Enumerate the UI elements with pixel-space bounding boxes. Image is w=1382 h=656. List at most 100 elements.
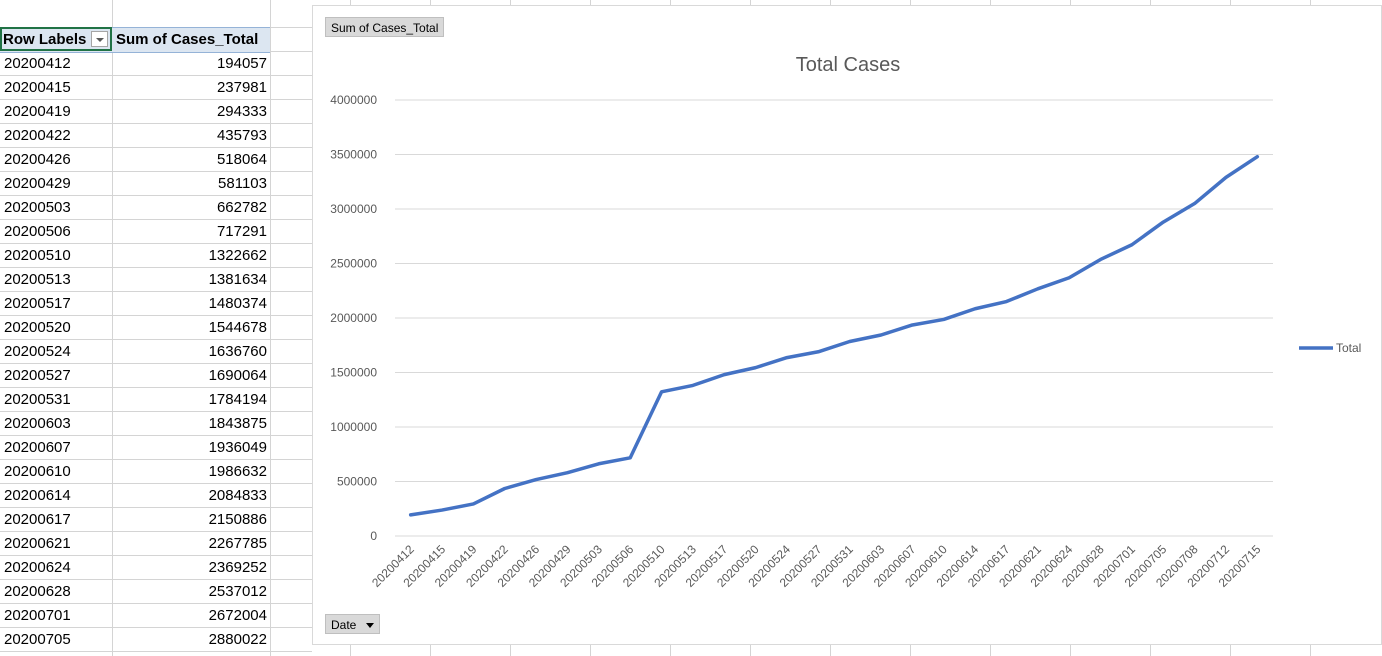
- table-row[interactable]: 20200412 194057: [0, 51, 270, 75]
- row-value-cell[interactable]: 518064: [216, 151, 267, 168]
- row-value-cell[interactable]: 1544678: [208, 319, 267, 336]
- row-date-cell[interactable]: 20200415: [4, 79, 71, 96]
- row-date-cell[interactable]: 20200527: [4, 367, 71, 384]
- data-point: [535, 479, 537, 481]
- data-point: [849, 341, 851, 343]
- row-value-cell[interactable]: 1843875: [208, 415, 267, 432]
- row-value-cell[interactable]: 1480374: [208, 295, 267, 312]
- row-value-cell[interactable]: 2150886: [208, 511, 267, 528]
- row-date-cell[interactable]: 20200503: [4, 199, 71, 216]
- row-value-cell[interactable]: 1690064: [208, 367, 267, 384]
- data-point: [1256, 156, 1258, 158]
- line-plot: 0 500000 1000000 1500000 2000000 2500000 30000…: [330, 93, 1361, 590]
- table-row[interactable]: 20200614 2084833: [0, 483, 270, 507]
- row-labels-filter-button[interactable]: [91, 31, 108, 47]
- row-date-cell[interactable]: 20200422: [4, 127, 71, 144]
- table-row[interactable]: 20200617 2150886: [0, 507, 270, 531]
- table-row[interactable]: 20200517 1480374: [0, 291, 270, 315]
- row-value-cell[interactable]: 2880022: [208, 631, 267, 648]
- table-row[interactable]: 20200506 717291: [0, 219, 270, 243]
- row-gridline: [0, 651, 312, 652]
- table-row[interactable]: 20200419 294333: [0, 99, 270, 123]
- y-tick-label: 1500000: [330, 366, 377, 380]
- row-value-cell[interactable]: 435793: [216, 127, 267, 144]
- row-value-cell[interactable]: 237981: [216, 79, 267, 96]
- row-value-cell[interactable]: 194057: [216, 55, 267, 72]
- row-value-cell[interactable]: 1784194: [208, 391, 267, 408]
- data-point: [1194, 203, 1196, 205]
- table-row[interactable]: 20200426 518064: [0, 147, 270, 171]
- table-row[interactable]: 20200429 581103: [0, 171, 270, 195]
- table-row[interactable]: 20200510 1322662: [0, 243, 270, 267]
- data-point: [1162, 221, 1164, 223]
- table-row[interactable]: 20200513 1381634: [0, 267, 270, 291]
- row-date-cell[interactable]: 20200701: [4, 607, 71, 624]
- y-tick-label: 2000000: [330, 311, 377, 325]
- row-value-cell[interactable]: 1636760: [208, 343, 267, 360]
- table-row[interactable]: 20200415 237981: [0, 75, 270, 99]
- row-value-cell[interactable]: 2084833: [208, 487, 267, 504]
- row-value-cell[interactable]: 2672004: [208, 607, 267, 624]
- table-row[interactable]: 20200603 1843875: [0, 411, 270, 435]
- value-field-label: Sum of Cases_Total: [331, 21, 439, 35]
- row-date-cell[interactable]: 20200705: [4, 631, 71, 648]
- row-gridline: [0, 339, 312, 340]
- row-date-cell[interactable]: 20200617: [4, 511, 71, 528]
- row-value-cell[interactable]: 1936049: [208, 439, 267, 456]
- row-date-cell[interactable]: 20200513: [4, 271, 71, 288]
- row-gridline: [0, 579, 312, 580]
- row-date-cell[interactable]: 20200520: [4, 319, 71, 336]
- table-row[interactable]: 20200628 2537012: [0, 579, 270, 603]
- row-value-cell[interactable]: 662782: [216, 199, 267, 216]
- row-value-cell[interactable]: 2267785: [208, 535, 267, 552]
- table-row[interactable]: 20200422 435793: [0, 123, 270, 147]
- table-row[interactable]: 20200531 1784194: [0, 387, 270, 411]
- table-row[interactable]: 20200621 2267785: [0, 531, 270, 555]
- row-date-cell[interactable]: 20200419: [4, 103, 71, 120]
- y-tick-label: 3000000: [330, 202, 377, 216]
- row-value-cell[interactable]: 1986632: [208, 463, 267, 480]
- table-row[interactable]: 20200607 1936049: [0, 435, 270, 459]
- row-date-cell[interactable]: 20200412: [4, 55, 71, 72]
- table-row[interactable]: 20200701 2672004: [0, 603, 270, 627]
- row-date-cell[interactable]: 20200524: [4, 343, 71, 360]
- row-value-cell[interactable]: 294333: [216, 103, 267, 120]
- row-date-cell[interactable]: 20200621: [4, 535, 71, 552]
- row-date-cell[interactable]: 20200614: [4, 487, 71, 504]
- row-value-cell[interactable]: 2537012: [208, 583, 267, 600]
- legend-label: Total: [1336, 341, 1361, 355]
- table-row[interactable]: 20200520 1544678: [0, 315, 270, 339]
- table-row[interactable]: 20200527 1690064: [0, 363, 270, 387]
- row-date-cell[interactable]: 20200506: [4, 223, 71, 240]
- date-field-button[interactable]: Date: [325, 614, 381, 634]
- table-row[interactable]: 20200503 662782: [0, 195, 270, 219]
- row-value-cell[interactable]: 717291: [216, 223, 267, 240]
- table-row[interactable]: 20200705 2880022: [0, 627, 270, 651]
- row-date-cell[interactable]: 20200603: [4, 415, 71, 432]
- row-value-cell[interactable]: 1322662: [208, 247, 267, 264]
- row-date-cell[interactable]: 20200624: [4, 559, 71, 576]
- row-date-cell[interactable]: 20200607: [4, 439, 71, 456]
- row-gridline: [0, 267, 312, 268]
- series-line-total: [408, 154, 1260, 517]
- row-value-cell[interactable]: 1381634: [208, 271, 267, 288]
- sum-of-cases-header[interactable]: Sum of Cases_Total: [116, 31, 259, 48]
- row-date-cell[interactable]: 20200517: [4, 295, 71, 312]
- row-date-cell[interactable]: 20200510: [4, 247, 71, 264]
- table-row[interactable]: 20200610 1986632: [0, 459, 270, 483]
- row-date-cell[interactable]: 20200426: [4, 151, 71, 168]
- pivot-chart[interactable]: Sum of Cases_Total Total Cases 0 500000 10…: [312, 5, 1382, 645]
- row-value-cell[interactable]: 2369252: [208, 559, 267, 576]
- table-row[interactable]: 20200624 2369252: [0, 555, 270, 579]
- table-row[interactable]: 20200524 1636760: [0, 339, 270, 363]
- data-point: [410, 514, 412, 516]
- row-labels-header[interactable]: Row Labels: [3, 31, 87, 48]
- data-point: [786, 357, 788, 359]
- row-date-cell[interactable]: 20200628: [4, 583, 71, 600]
- row-date-cell[interactable]: 20200610: [4, 463, 71, 480]
- row-date-cell[interactable]: 20200531: [4, 391, 71, 408]
- row-date-cell[interactable]: 20200429: [4, 175, 71, 192]
- data-point: [472, 503, 474, 505]
- value-field-button[interactable]: Sum of Cases_Total: [325, 17, 445, 37]
- row-value-cell[interactable]: 581103: [218, 175, 267, 192]
